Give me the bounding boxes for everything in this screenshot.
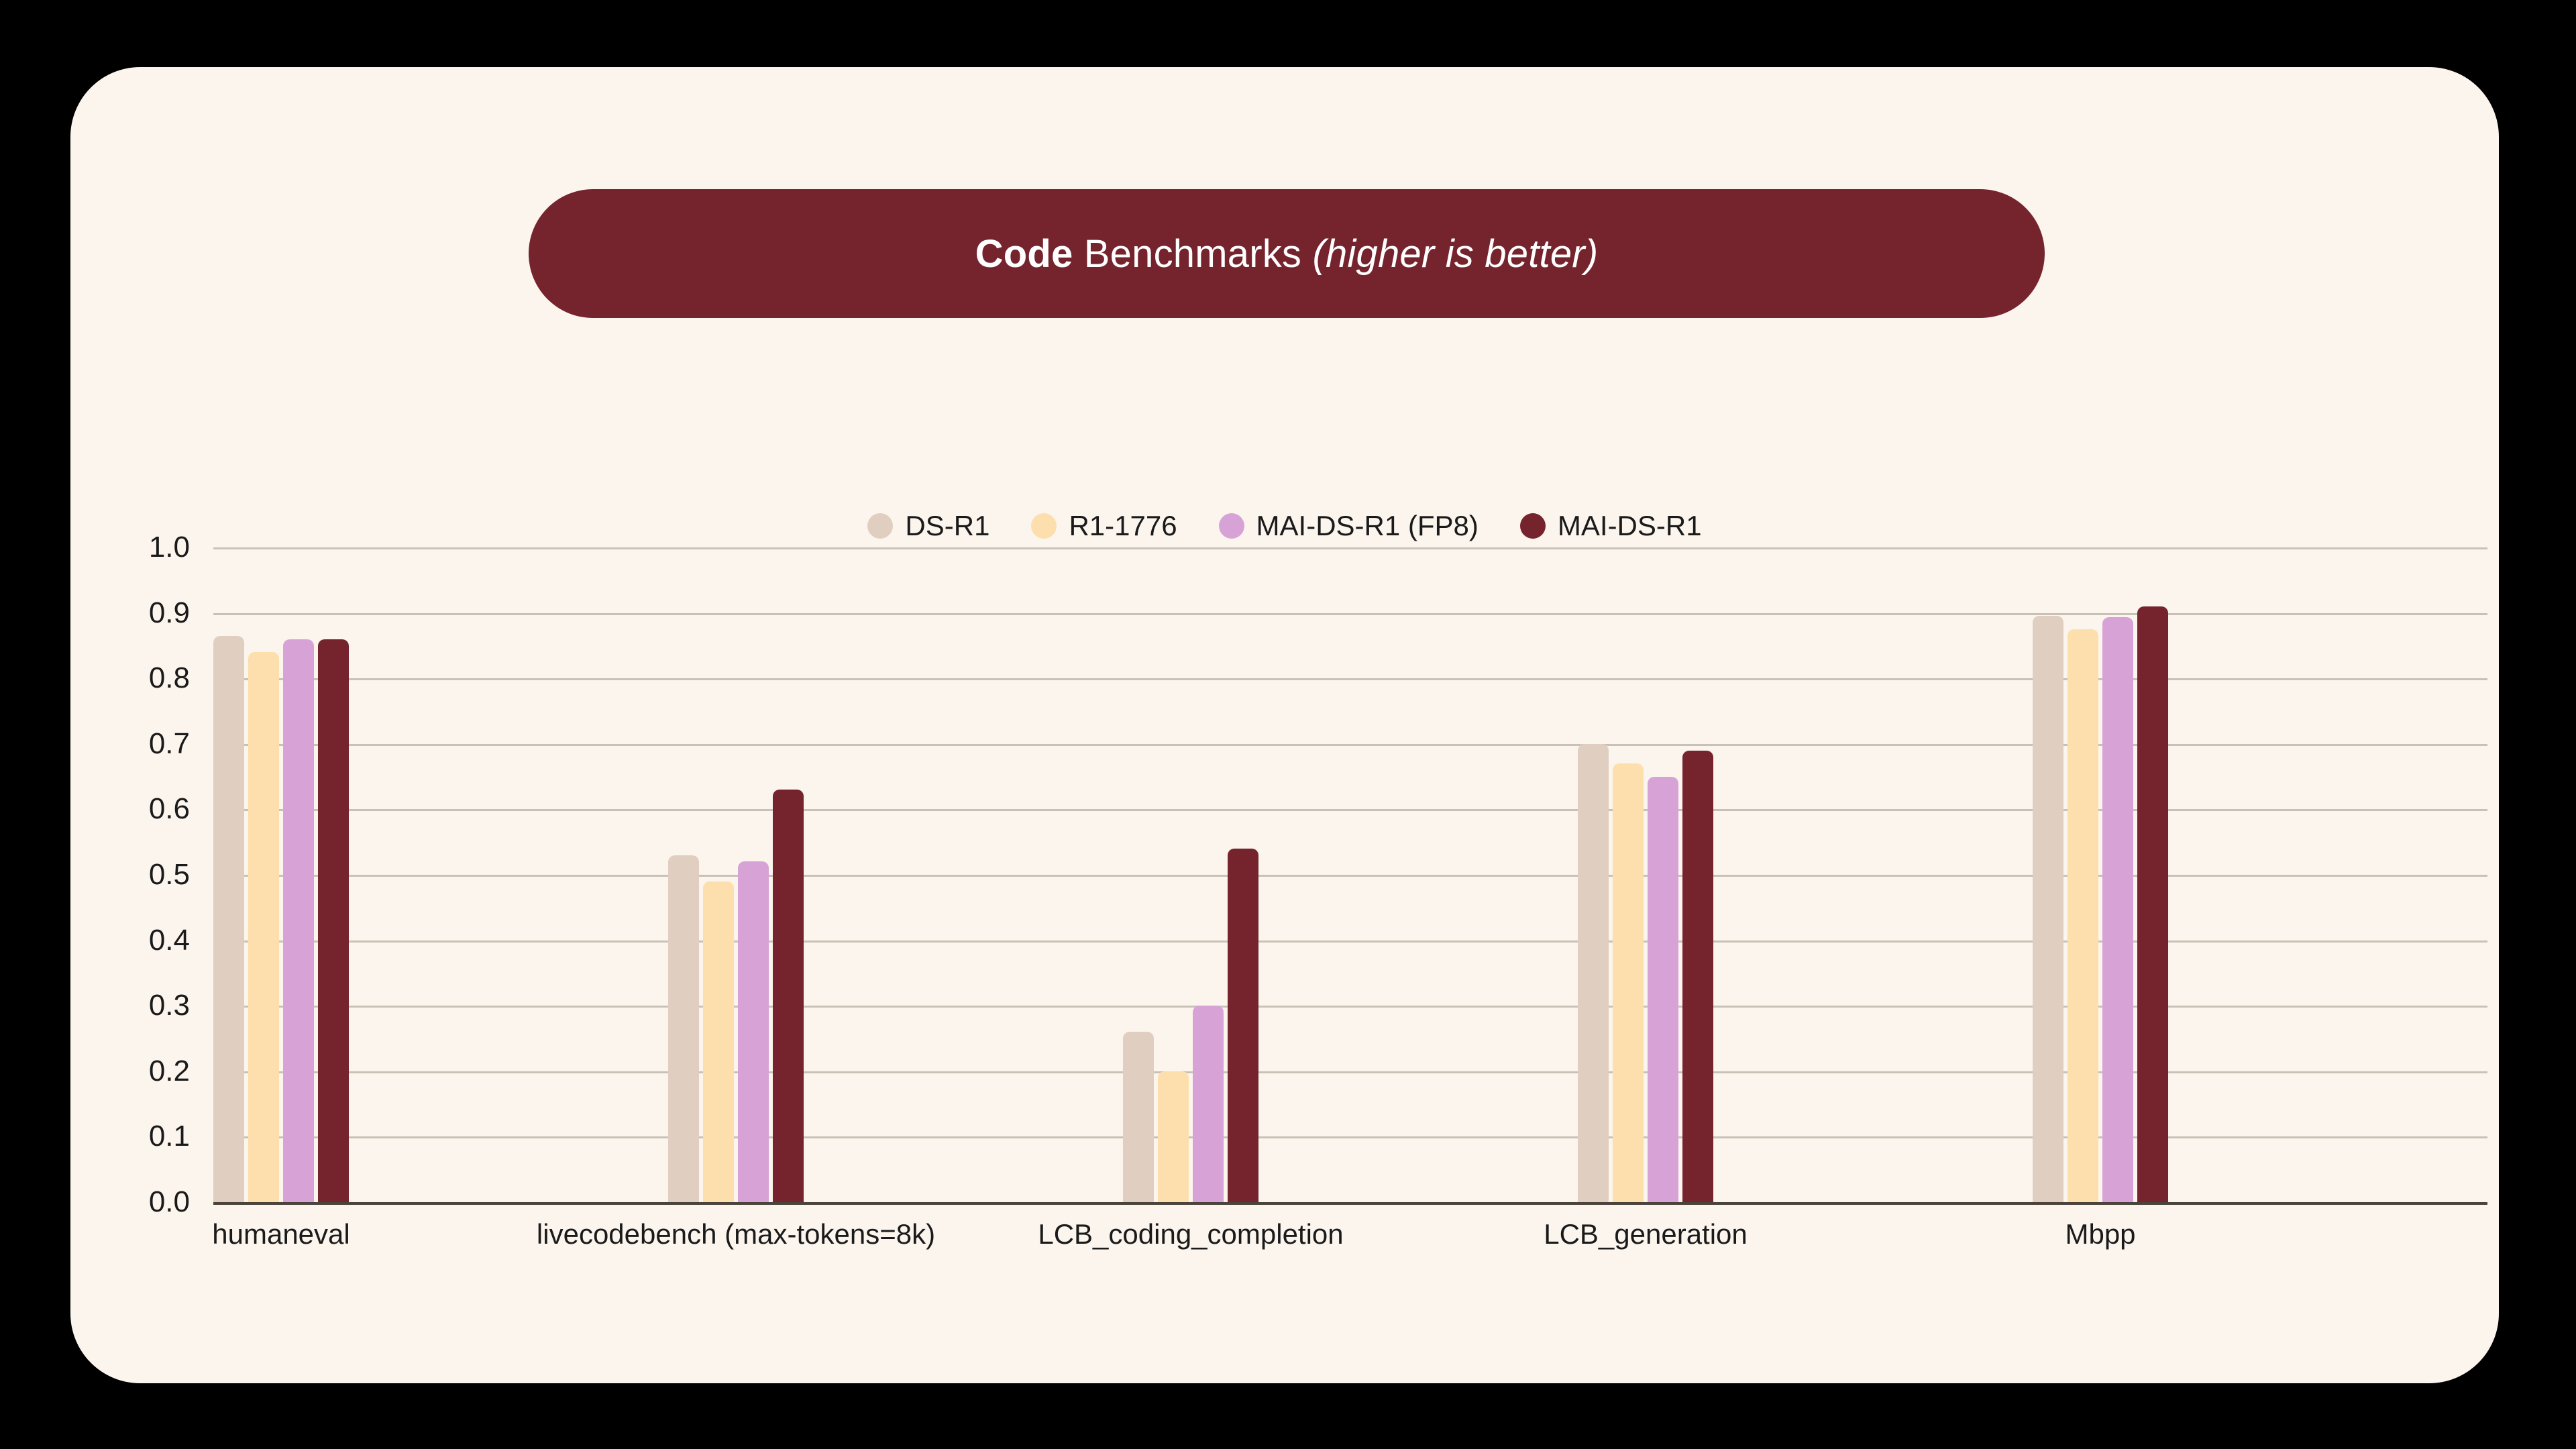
bar[interactable] [1123,1032,1154,1202]
plot-area: 1.0 0.9 0.8 0.7 0.6 0.5 0.4 0.3 0.2 0.1 0.0 humanev… [149,531,2487,1250]
bar-group: Mbpp [2033,547,2487,1250]
y-axis-tick-label: 1.0 [148,531,190,564]
gridline [213,875,2487,877]
bar[interactable] [738,861,769,1202]
gridline [213,1071,2487,1073]
gridline [213,1006,2487,1008]
page-title: Code Benchmarks (higher is better) [975,231,1599,276]
legend-item-label: MAI-DS-R1 [1557,510,1702,541]
bar[interactable] [1613,763,1644,1202]
bar[interactable] [1682,750,1713,1202]
bar-group: humaneval [212,547,668,1250]
legend-item-label: MAI-DS-R1 (FP8) [1256,510,1479,541]
legend-swatch-circle-icon [1031,513,1057,539]
y-axis-tick-label: 0.2 [148,1054,190,1087]
y-axis-tick-label: 0.3 [148,989,190,1022]
legend-swatch-circle-icon [867,513,894,539]
chart-card: Code Benchmarks (higher is better) DS-R1… [70,67,2499,1383]
gridline [213,547,2487,549]
gridline [213,809,2487,812]
bar[interactable] [283,639,314,1202]
bar[interactable] [773,790,804,1202]
title-italic: (higher is better) [1312,231,1599,276]
bar[interactable] [1158,1071,1189,1202]
title-strong: Code [975,231,1073,276]
bar[interactable] [2102,617,2133,1202]
gridline [213,612,2487,615]
y-axis-tick-label: 0.4 [148,923,190,957]
legend-item-label: DS-R1 [905,510,990,541]
x-axis-category-label: livecodebench (max-tokens=8k) [536,1218,936,1250]
bar[interactable] [2068,629,2098,1202]
legend-swatch-circle-icon [1218,513,1244,539]
y-axis-tick-label: 0.8 [148,661,190,695]
bar[interactable] [1648,776,1678,1202]
gridline [213,940,2487,943]
y-axis-tick-label: 0.1 [148,1120,190,1153]
title-normal: Benchmarks [1073,231,1313,276]
bar[interactable] [1578,743,1609,1202]
bar[interactable] [703,881,734,1202]
x-axis-category-label: LCB_coding_completion [1038,1218,1344,1250]
y-axis-tick-label: 0.0 [148,1185,190,1218]
x-axis-category-label: LCB_generation [1544,1218,1748,1250]
chart-legend: DS-R1 R1-1776 MAI-DS-R1 (FP8) MAI-DS-R1 [70,510,2499,542]
gridline [213,743,2487,746]
y-axis-tick-label: 0.5 [148,858,190,891]
bar-group: LCB_generation [1544,547,2033,1250]
gridline [213,678,2487,681]
bar[interactable] [2137,606,2168,1202]
bar[interactable] [213,635,244,1202]
legend-item[interactable]: R1-1776 [1031,510,1177,542]
bar[interactable] [1228,848,1258,1202]
gridline [213,1136,2487,1139]
x-axis-category-label: humaneval [212,1218,350,1250]
y-axis-tick-label: 0.7 [148,727,190,760]
bar-group: LCB_coding_completion [1038,547,1578,1250]
legend-item[interactable]: MAI-DS-R1 [1519,510,1702,542]
bar[interactable] [248,652,279,1202]
bar-group: livecodebench (max-tokens=8k) [537,547,1123,1250]
bar[interactable] [668,855,699,1202]
bar[interactable] [1193,1006,1224,1202]
x-axis-line [213,1202,2487,1205]
legend-swatch-circle-icon [1519,513,1546,539]
bar[interactable] [2033,616,2063,1202]
legend-item[interactable]: MAI-DS-R1 (FP8) [1218,510,1479,542]
y-axis-tick-label: 0.9 [148,596,190,629]
x-axis-category-label: Mbpp [2065,1218,2136,1250]
legend-item[interactable]: DS-R1 [867,510,989,542]
legend-item-label: R1-1776 [1069,510,1177,541]
bar[interactable] [318,639,349,1202]
chart-title-banner: Code Benchmarks (higher is better) [529,189,2045,318]
y-axis-tick-label: 0.6 [148,792,190,826]
